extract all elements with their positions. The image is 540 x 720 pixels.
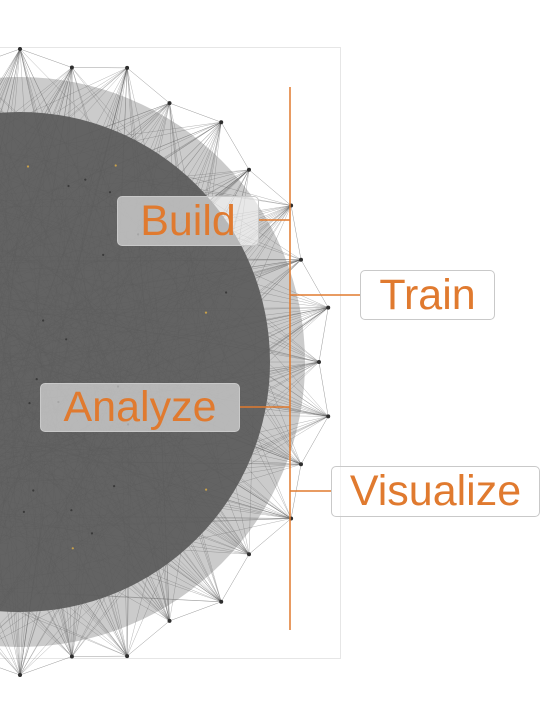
graph-node — [69, 654, 74, 659]
graph-panel-frame — [0, 47, 341, 659]
graph-node — [71, 547, 74, 550]
graph-node — [67, 184, 70, 188]
graph-node — [70, 509, 73, 512]
graph-node — [18, 47, 22, 51]
graph-edge — [0, 48, 21, 117]
graph-node — [28, 402, 31, 405]
graph-node — [247, 552, 251, 557]
graph-node — [113, 485, 116, 488]
graph-edge — [0, 577, 73, 657]
graph-node — [204, 311, 208, 314]
graph-node — [26, 165, 30, 168]
graph-edge — [318, 307, 329, 363]
graph-edge — [248, 169, 292, 206]
graph-edge — [0, 590, 73, 657]
graph-edge — [169, 601, 222, 622]
graph-edge — [126, 620, 170, 657]
graph-node — [102, 253, 105, 256]
graph-edge — [0, 48, 21, 115]
graph-node — [18, 673, 22, 677]
graph-node — [299, 257, 303, 262]
graph-node — [69, 65, 74, 70]
graph-node — [108, 191, 112, 194]
graph-node — [84, 178, 87, 181]
graph-node — [317, 360, 321, 364]
graph-node — [167, 101, 172, 106]
graph-node — [299, 462, 303, 467]
graph-node — [125, 654, 130, 659]
graph-node — [219, 120, 224, 125]
graph-edge — [0, 48, 21, 104]
graph-edge — [290, 205, 302, 260]
visualize-label: Visualize — [331, 466, 540, 517]
graph-edge — [0, 48, 21, 57]
graph-node — [125, 65, 130, 70]
graph-edge — [169, 102, 222, 123]
train-label-text: Train — [379, 270, 476, 319]
graph-node — [114, 164, 117, 167]
train-label: Train — [360, 270, 495, 320]
graph-edge — [248, 518, 292, 555]
graph-edge — [220, 122, 250, 170]
graph-node — [90, 532, 94, 535]
graph-edge — [0, 667, 21, 676]
analyze-label-text: Analyze — [63, 383, 217, 431]
graph-node — [225, 291, 228, 294]
graph-node — [326, 305, 331, 310]
graph-node — [219, 599, 224, 604]
graph-node — [32, 489, 35, 492]
graph-edge — [126, 67, 170, 104]
graph-edge — [220, 554, 250, 602]
graph-node — [35, 378, 38, 381]
graph-node — [205, 488, 208, 491]
graph-edge — [0, 583, 73, 657]
label-connectors — [240, 87, 360, 630]
graph-edge — [0, 572, 21, 676]
graph-dense-core — [0, 77, 305, 647]
build-label-text: Build — [140, 196, 236, 245]
graph-node — [326, 414, 331, 419]
graph-edge — [0, 67, 73, 152]
graph-edge — [19, 656, 72, 676]
graph-node — [247, 167, 251, 172]
graph-node — [22, 510, 25, 513]
graph-node — [42, 319, 45, 322]
graph-edge — [300, 259, 329, 308]
graph-node — [167, 618, 172, 623]
graph-edge — [0, 623, 21, 676]
graph-node — [65, 338, 68, 341]
analyze-label: Analyze — [40, 383, 240, 432]
build-label: Build — [117, 196, 259, 246]
graph-edge — [300, 416, 329, 465]
graph-edge — [318, 361, 329, 417]
graph-edge — [19, 48, 72, 68]
graph-edge — [0, 67, 128, 165]
visualize-label-text: Visualize — [349, 467, 522, 515]
